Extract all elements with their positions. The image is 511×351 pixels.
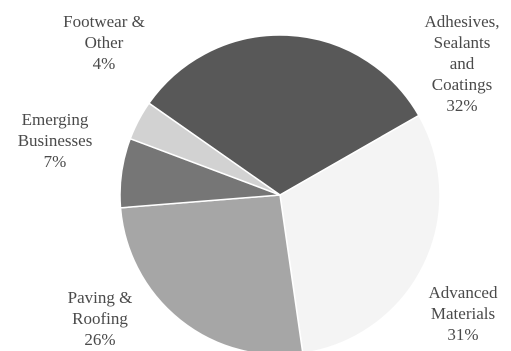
pie-slice: [147, 34, 420, 196]
slice-name-label: Emerging: [22, 110, 89, 129]
slice-name-label: Roofing: [72, 309, 128, 328]
pie-slice: [129, 102, 281, 196]
slice-label: Adhesives, Sealants and Coatings 32%: [424, 12, 499, 115]
slice-name-label: Footwear &: [63, 12, 145, 31]
slice-label: Paving & Roofing 26%: [68, 288, 133, 349]
slice-value-label: 31%: [447, 325, 478, 344]
slice-name-label: Paving &: [68, 288, 133, 307]
slice-value-label: 7%: [44, 152, 67, 171]
slice-value-label: 26%: [84, 330, 115, 349]
slice-value-label: 4%: [93, 54, 116, 73]
slice-label: Footwear & Other 4%: [63, 12, 145, 73]
slice-name-label: Businesses: [18, 131, 93, 150]
slice-name-label: Other: [85, 33, 124, 52]
pie-slice: [279, 114, 441, 351]
slice-label: Emerging Businesses 7%: [18, 110, 93, 171]
pie-slice: [119, 194, 304, 351]
slice-name-label: and: [450, 54, 475, 73]
slice-name-label: Sealants: [434, 33, 491, 52]
slice-name-label: Advanced: [429, 283, 498, 302]
slice-label: Advanced Materials 31%: [429, 283, 498, 344]
slice-name-label: Adhesives,: [424, 12, 499, 31]
slice-name-label: Materials: [431, 304, 495, 323]
slice-value-label: 32%: [446, 96, 477, 115]
slice-name-label: Coatings: [432, 75, 492, 94]
